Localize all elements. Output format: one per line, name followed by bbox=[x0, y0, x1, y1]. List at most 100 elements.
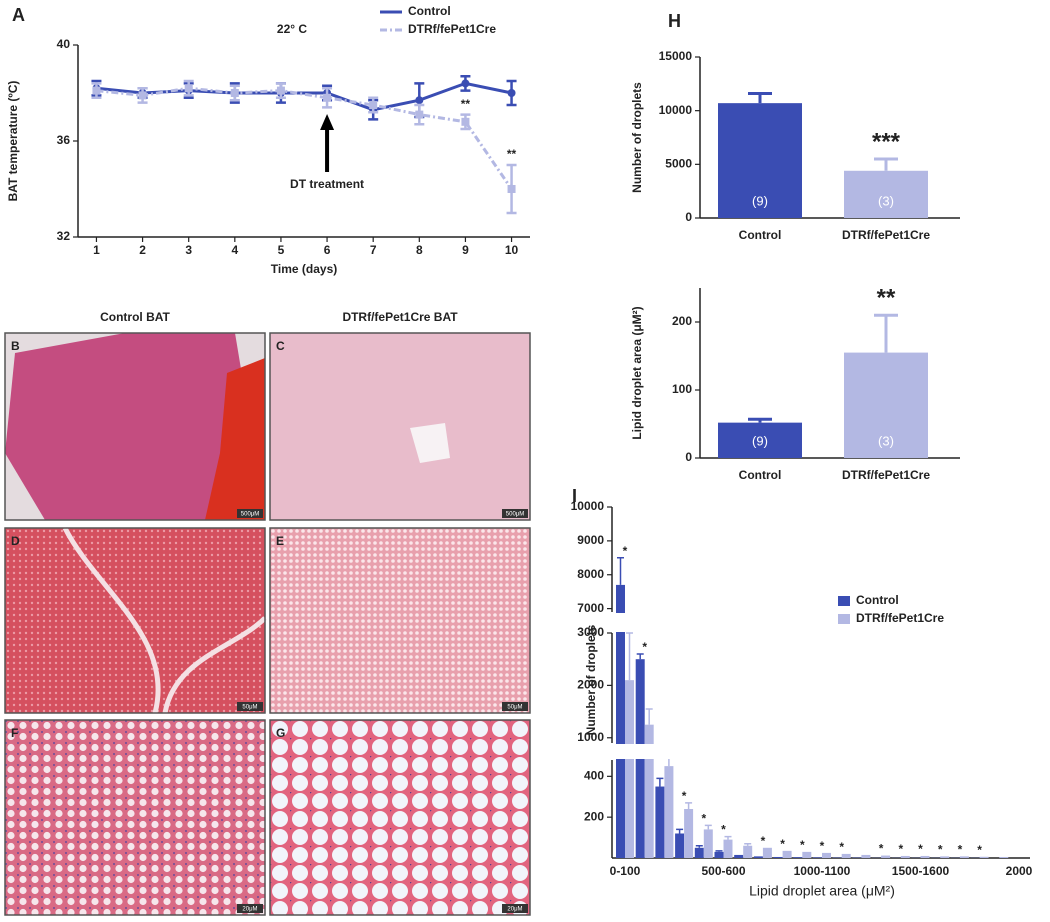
scale-label: 20μM bbox=[242, 907, 257, 913]
column-title: DTRf/fePet1Cre BAT bbox=[342, 310, 458, 324]
y-tick-label: 200 bbox=[672, 314, 692, 328]
panel-frame bbox=[4, 719, 266, 916]
error-bar bbox=[724, 835, 732, 840]
scale-label: 20μM bbox=[507, 907, 522, 913]
x-tick-label: 0-100 bbox=[610, 864, 641, 878]
scale-label: 500μM bbox=[506, 512, 524, 518]
histology-panel: C 500μM bbox=[269, 332, 531, 521]
bar bbox=[822, 852, 831, 858]
x-tick-label: 3 bbox=[185, 243, 192, 257]
vessel bbox=[62, 526, 267, 714]
category-label: Control bbox=[739, 228, 782, 242]
y-tick-label: 5000 bbox=[665, 157, 692, 171]
significance: * bbox=[898, 842, 903, 856]
scale-box bbox=[237, 904, 263, 913]
axis-break bbox=[610, 744, 1028, 759]
significance: * bbox=[642, 640, 647, 654]
error-bar bbox=[617, 557, 624, 585]
legend-label: DTRf/fePet1Cre bbox=[408, 22, 496, 36]
bar bbox=[718, 422, 802, 458]
y-tick-label: 36 bbox=[57, 133, 71, 147]
bar bbox=[861, 854, 871, 858]
error-bar bbox=[744, 842, 752, 846]
histology-panel: F 20μM bbox=[4, 719, 266, 916]
panel-letter: I bbox=[572, 486, 577, 506]
significance: * bbox=[958, 843, 963, 857]
y-tick-label: 1000 bbox=[577, 730, 604, 744]
error-bar bbox=[704, 824, 712, 830]
significance: * bbox=[918, 842, 923, 856]
bar bbox=[841, 853, 851, 858]
bar bbox=[940, 856, 950, 858]
error-bar bbox=[874, 313, 898, 353]
point bbox=[323, 93, 332, 102]
panel-frame bbox=[269, 332, 531, 521]
significance: * bbox=[800, 838, 805, 852]
significance: * bbox=[879, 842, 884, 856]
point bbox=[461, 79, 470, 88]
significance: *** bbox=[872, 128, 901, 155]
panel-letter: B bbox=[11, 339, 20, 353]
category-label: DTRf/fePet1Cre bbox=[842, 228, 930, 242]
point bbox=[507, 89, 516, 97]
x-tick-label: 6 bbox=[324, 243, 331, 257]
y-tick-label: 40 bbox=[57, 37, 71, 51]
bar bbox=[844, 352, 928, 458]
error-bar bbox=[656, 777, 664, 787]
y-tick-label: 3000 bbox=[577, 625, 604, 639]
x-tick-label: 7 bbox=[370, 243, 377, 257]
panel-letter: G bbox=[276, 726, 285, 740]
y-tick-label: 15000 bbox=[659, 49, 693, 63]
significance: * bbox=[623, 544, 628, 558]
panel-frame bbox=[269, 527, 531, 714]
point bbox=[415, 96, 424, 105]
y-axis-label: Lipid droplet area (μM²) bbox=[630, 306, 644, 439]
error-bar bbox=[748, 417, 772, 423]
bar bbox=[881, 855, 891, 858]
legend-swatch bbox=[838, 614, 850, 624]
y-tick-label: 10000 bbox=[659, 103, 693, 117]
legend-label: Control bbox=[408, 4, 451, 18]
panel-letter: E bbox=[276, 534, 284, 548]
point bbox=[138, 91, 147, 100]
scale-box bbox=[502, 509, 528, 518]
point bbox=[507, 185, 516, 193]
bar bbox=[844, 170, 928, 218]
panel-letter: A bbox=[12, 5, 25, 25]
column-title: Control BAT bbox=[100, 310, 170, 324]
bar bbox=[684, 809, 694, 858]
y-tick-label: 200 bbox=[584, 809, 604, 823]
n-label: (3) bbox=[878, 193, 894, 208]
y-tick-label: 400 bbox=[584, 769, 604, 783]
bar bbox=[714, 851, 724, 858]
y-tick-label: 7000 bbox=[577, 601, 604, 615]
bar bbox=[718, 103, 802, 218]
chart-title: 22° C bbox=[277, 22, 307, 36]
y-axis-label: Number of droplets bbox=[584, 624, 598, 735]
bar bbox=[753, 856, 763, 858]
significance: * bbox=[721, 823, 726, 837]
y-tick-label: 2000 bbox=[577, 678, 604, 692]
scale-label: 50μM bbox=[507, 705, 522, 711]
x-axis-label: Time (days) bbox=[271, 262, 337, 276]
panel-letter: D bbox=[11, 534, 20, 548]
scale-label: 500μM bbox=[241, 512, 259, 518]
panel-letter: C bbox=[276, 339, 285, 353]
y-tick-label: 32 bbox=[57, 229, 71, 243]
error-bar bbox=[695, 845, 703, 848]
error-bar bbox=[645, 708, 653, 725]
y-tick-label: 0 bbox=[685, 210, 692, 224]
x-tick-label: 8 bbox=[416, 243, 423, 257]
annotation: ** bbox=[507, 147, 517, 161]
bar bbox=[694, 847, 704, 858]
significance: * bbox=[761, 834, 766, 848]
bar bbox=[920, 855, 930, 858]
annotation: DT treatment bbox=[290, 177, 364, 191]
bar bbox=[900, 855, 910, 858]
panel-frame bbox=[269, 719, 531, 916]
y-axis-label: BAT temperature (ºC) bbox=[6, 81, 20, 202]
bar bbox=[762, 847, 772, 858]
error-bar bbox=[636, 653, 644, 660]
